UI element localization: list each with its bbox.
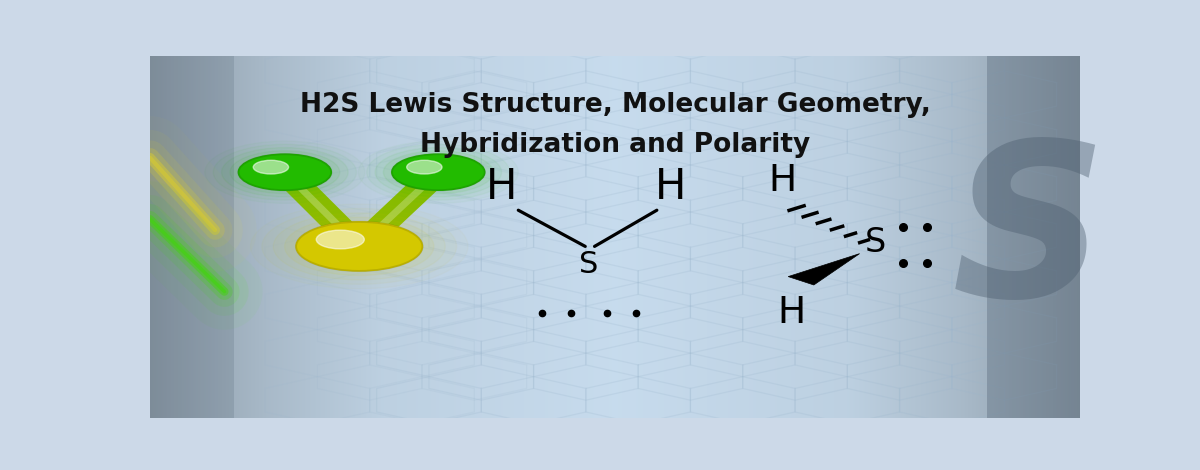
Text: S: S	[865, 226, 886, 259]
Text: H2S Lewis Structure, Molecular Geometry,: H2S Lewis Structure, Molecular Geometry,	[300, 92, 930, 118]
Circle shape	[384, 151, 493, 194]
Bar	[150, 56, 224, 418]
Circle shape	[284, 217, 434, 275]
Polygon shape	[788, 254, 859, 285]
Circle shape	[230, 151, 340, 194]
Bar	[1015, 56, 1080, 418]
Bar	[857, 56, 950, 418]
Circle shape	[407, 160, 442, 174]
Text: H: H	[486, 166, 517, 208]
Bar	[391, 56, 857, 418]
Text: Hybridization and Polarity: Hybridization and Polarity	[420, 132, 810, 158]
Circle shape	[239, 154, 331, 190]
Bar	[224, 56, 317, 418]
Circle shape	[391, 154, 485, 190]
Circle shape	[253, 160, 288, 174]
Circle shape	[296, 222, 422, 271]
Text: H: H	[768, 163, 797, 199]
Text: H: H	[655, 166, 686, 208]
Bar	[150, 56, 234, 418]
Circle shape	[317, 230, 365, 249]
Text: H: H	[778, 295, 805, 331]
Text: S: S	[580, 250, 599, 279]
Bar	[950, 56, 1015, 418]
Bar	[986, 56, 1080, 418]
Bar	[317, 56, 391, 418]
Text: S: S	[952, 133, 1106, 342]
